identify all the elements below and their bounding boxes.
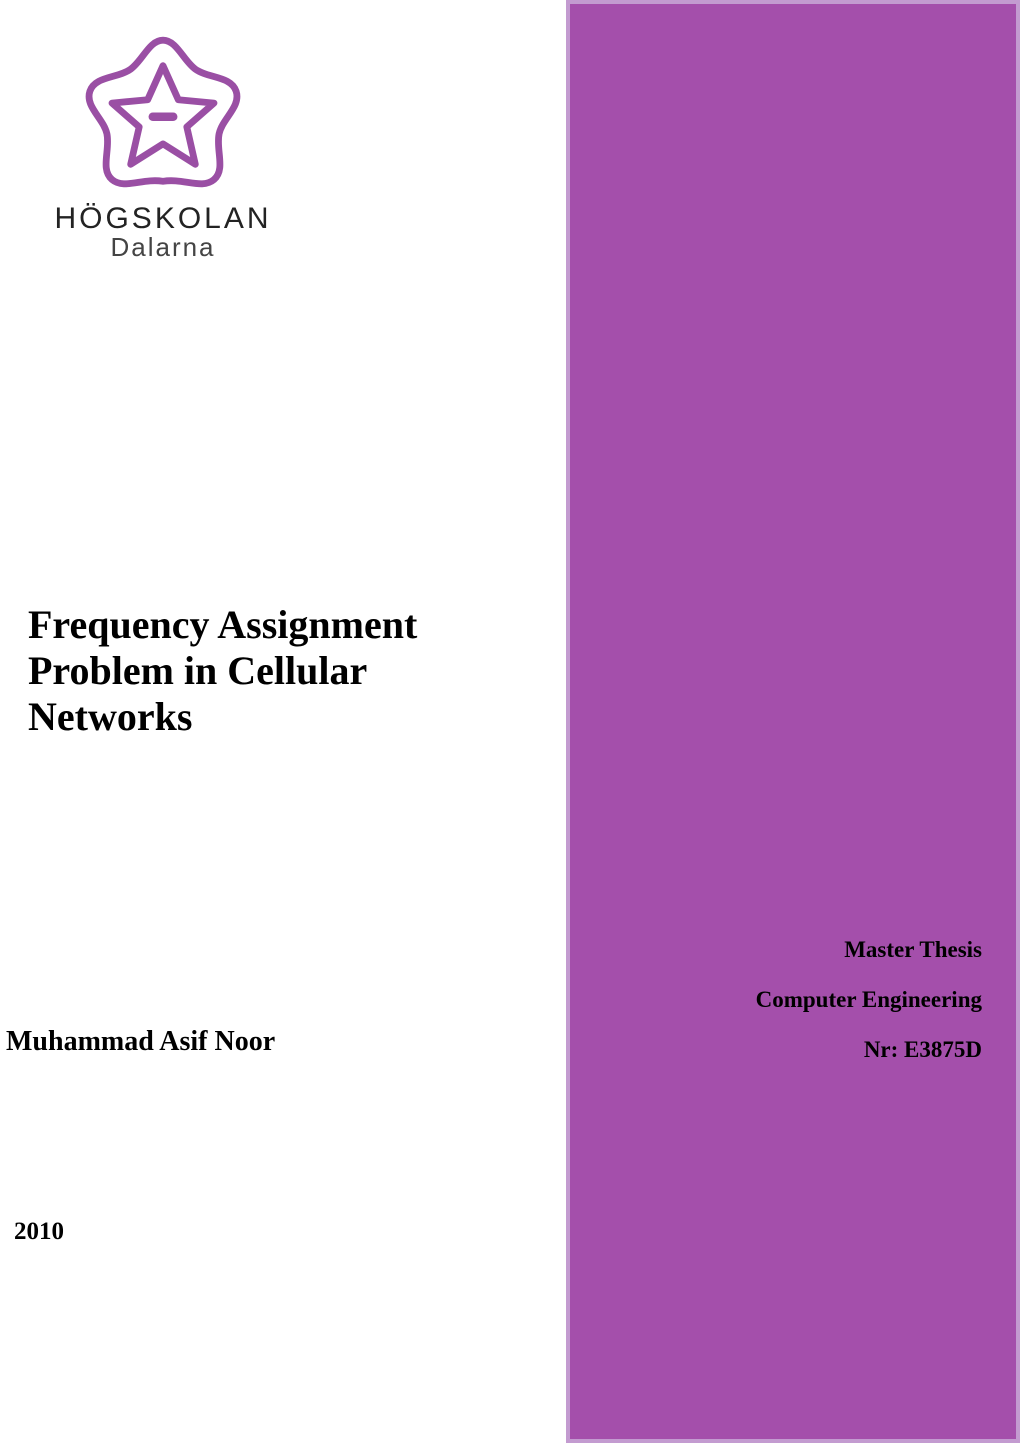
sidebar-panel: Master Thesis Computer Engineering Nr: E… — [566, 0, 1020, 1443]
star-icon — [78, 30, 248, 200]
institution-logo: HÖGSKOLAN Dalarna — [38, 30, 288, 263]
publication-year: 2010 — [14, 1218, 64, 1246]
logo-text-line2: Dalarna — [38, 232, 288, 263]
thesis-type-label: Master Thesis — [844, 937, 982, 963]
department-label: Computer Engineering — [756, 987, 982, 1013]
left-column: HÖGSKOLAN Dalarna Frequency Assignment P… — [0, 0, 566, 1443]
logo-text-line1: HÖGSKOLAN — [38, 202, 288, 236]
cover-page: HÖGSKOLAN Dalarna Frequency Assignment P… — [0, 0, 1020, 1443]
title-line-3: Networks — [28, 694, 528, 740]
thesis-number-label: Nr: E3875D — [864, 1037, 982, 1063]
title-line-1: Frequency Assignment — [28, 602, 528, 648]
title-line-2: Problem in Cellular — [28, 648, 528, 694]
thesis-title: Frequency Assignment Problem in Cellular… — [28, 602, 528, 740]
author-name: Muhammad Asif Noor — [6, 1026, 275, 1058]
